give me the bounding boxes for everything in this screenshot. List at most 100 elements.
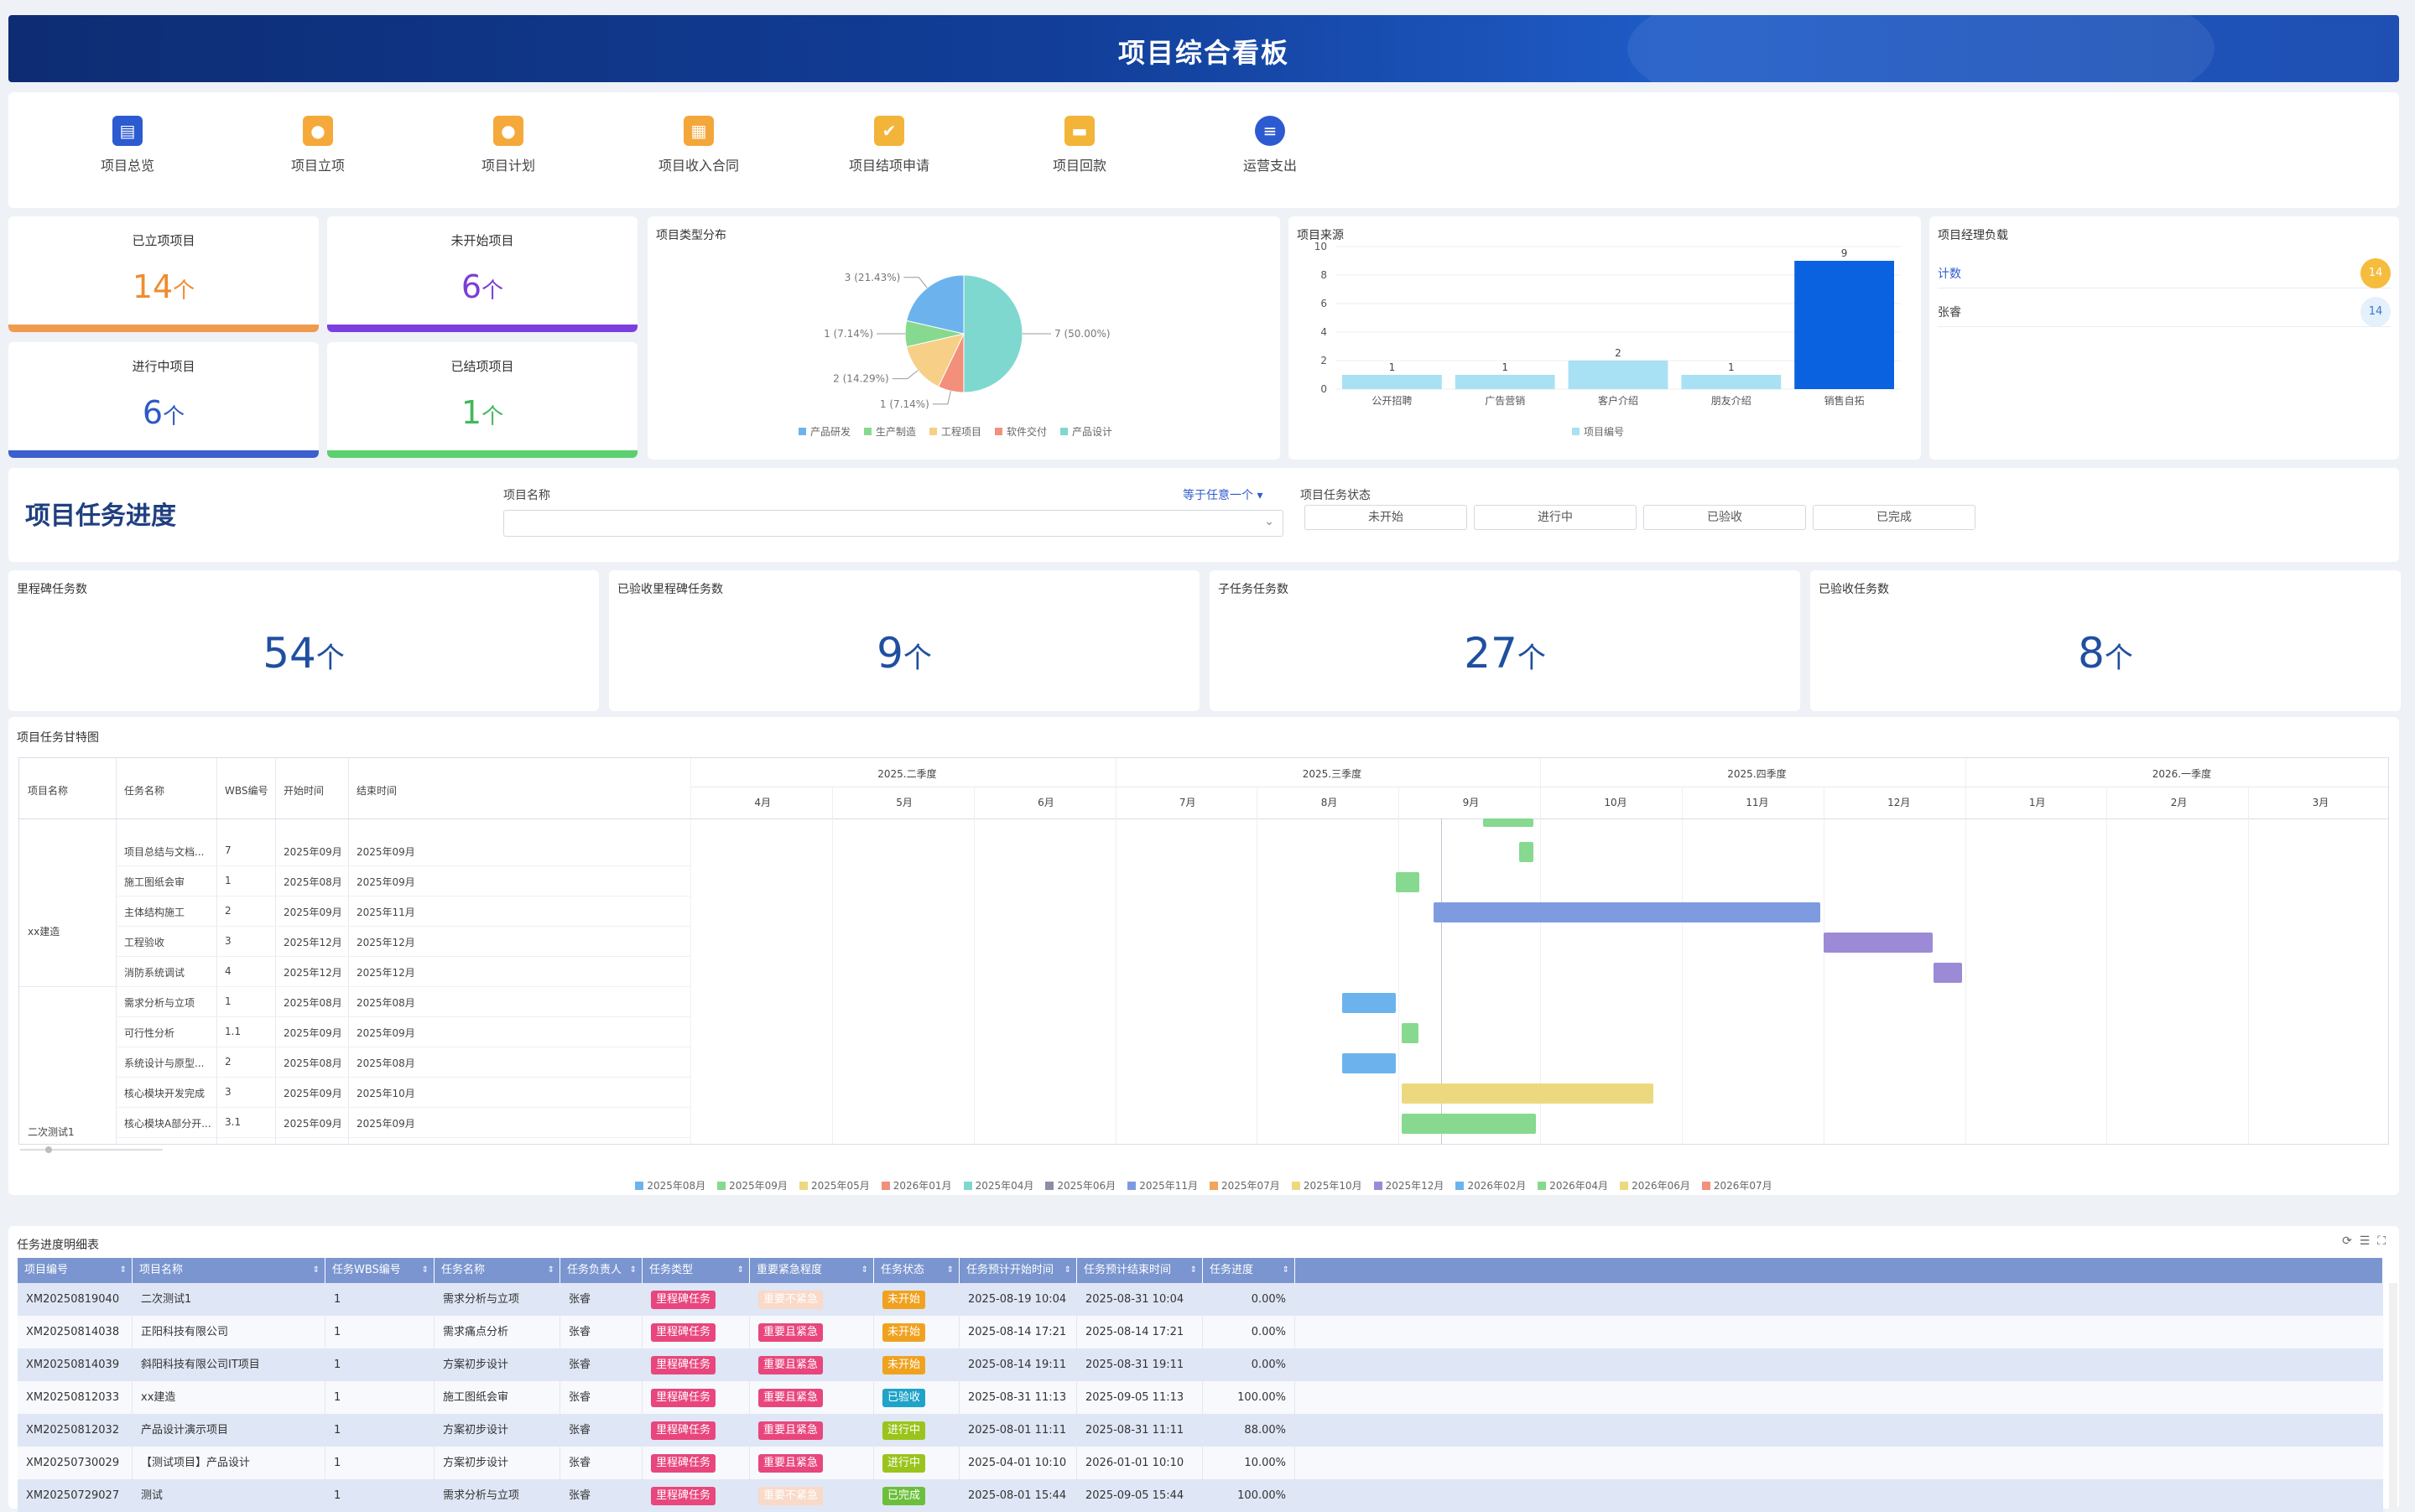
pie-label-line [903,277,928,288]
project-name-select[interactable]: ⌄ [503,510,1283,537]
table-cell: 2025-08-31 11:13 [960,1381,1077,1414]
table-cell: 2025-08-19 10:04 [960,1283,1077,1316]
gantt-bar[interactable] [1401,1083,1654,1104]
gantt-bar[interactable] [1341,993,1396,1013]
manager-row[interactable]: 张睿 14 [1938,294,2391,327]
table-scrollbar[interactable] [2389,1283,2397,1509]
filter-operator-dropdown[interactable]: 等于任意一个 ▾ [1183,486,1262,503]
table-header-cell[interactable]: 任务预计结束时间 ⇕ [1077,1258,1203,1283]
project-type-panel: 项目类型分布 7 (50.00%) 1 (7.14%) 2 (14.29%) 1 (7… [648,216,1280,460]
gantt-bar[interactable] [1434,902,1821,922]
table-cell: 100.00% [1203,1479,1295,1512]
table-cell: 斜阳科技有限公司IT项目 [133,1348,325,1381]
sort-icon[interactable]: ⇕ [736,1265,744,1275]
row-divider [116,1077,690,1078]
status-button[interactable]: 已验收 [1643,505,1806,530]
pie-legend-label: 产品设计 [1072,426,1112,438]
task-type-tag: 里程碑任务 [651,1421,716,1440]
table-row[interactable]: XM20250814038 正阳科技有限公司 1 需求痛点分析 张睿 里程碑任务 重要且紧急… [18,1316,2383,1348]
status-button[interactable]: 未开始 [1304,505,1467,530]
table-header-cell[interactable]: 任务负责人 ⇕ [560,1258,643,1283]
sort-icon[interactable]: ⇕ [119,1265,127,1275]
menu-item-7[interactable]: ≡ 运营支出 [1203,116,1337,174]
refresh-icon[interactable]: ⟳ [2342,1234,2352,1248]
task-type-tag: 里程碑任务 [651,1487,716,1505]
x-tick-label: 销售自拓 [1824,394,1865,407]
status-tag: 未开始 [882,1323,926,1342]
gantt-bar[interactable] [1401,1114,1536,1134]
gantt-zoom-slider[interactable] [20,1146,163,1153]
menu-item-4[interactable]: ▦ 项目收入合同 [632,116,766,174]
x-tick-label: 客户介绍 [1598,394,1638,407]
menu-item-2[interactable]: ● 项目立项 [251,116,385,174]
table-header-cell[interactable]: 重要紧急程度 ⇕ [750,1258,874,1283]
gantt-wbs: 1.1 [225,1026,242,1037]
gantt-bar[interactable] [1518,842,1533,862]
table-row[interactable]: XM20250730029 【测试项目】产品设计 1 方案初步设计 张睿 里程碑任务 重要且… [18,1447,2383,1479]
menu-item-5[interactable]: ✔ 项目结项申请 [822,116,956,174]
sort-icon[interactable]: ⇕ [1189,1265,1197,1275]
table-header-cell[interactable]: 任务类型 ⇕ [643,1258,750,1283]
x-tick-label: 广告营销 [1485,395,1525,407]
gantt-end: 2025年12月 [357,937,415,948]
manager-row[interactable]: 计数 14 [1938,255,2391,288]
table-header-cell[interactable]: 任务进度 ⇕ [1203,1258,1295,1283]
gantt-task-name: 核心模块开发完成 [124,1088,206,1099]
coin-icon: ● [493,116,523,146]
gantt-bar[interactable] [1934,963,1963,983]
table-header-cell[interactable]: 项目编号 ⇕ [18,1258,133,1283]
sort-icon[interactable]: ⇕ [629,1265,637,1275]
gantt-bar[interactable] [1395,872,1420,892]
table-row[interactable]: XM20250819040 二次测试1 1 需求分析与立项 张睿 里程碑任务 重要不紧急 未开… [18,1283,2383,1316]
column-divider [116,758,117,1144]
pie-data-label: 2 (14.29%) [833,373,889,385]
sort-icon[interactable]: ⇕ [312,1265,320,1275]
gantt-group-name: xx建造 [28,926,60,938]
table-header-cell[interactable]: 任务预计开始时间 ⇕ [960,1258,1077,1283]
pie-data-label: 1 (7.14%) [824,328,873,340]
table-cell: 2025-04-01 10:10 [960,1447,1077,1479]
manager-load-panel: 项目经理负载 计数 14 张睿 14 [1929,216,2399,460]
table-cell: 2025-08-01 15:44 [960,1479,1077,1512]
sort-icon[interactable]: ⇕ [421,1265,429,1275]
gantt-task-name: 工程验收 [124,937,165,948]
table-header-cell[interactable]: 项目名称 ⇕ [133,1258,325,1283]
fullscreen-icon[interactable]: ⛶ [2377,1234,2386,1248]
sort-icon[interactable]: ⇕ [946,1265,954,1275]
table-row[interactable]: XM20250729027 测试 1 需求分析与立项 张睿 里程碑任务 重要不紧急 已完成 20… [18,1479,2383,1512]
gantt-quarter-label: 2025.三季度 [1302,768,1362,780]
bar-广告营销 [1455,375,1555,389]
status-button[interactable]: 进行中 [1474,505,1637,530]
table-cell: 里程碑任务 [643,1447,750,1479]
task-detail-panel: 任务进度明细表 ⟳ ☰ ⛶ 项目编号 ⇕ 项目名称 ⇕ 任务WBS编号 ⇕ 任务名称 ⇕ 任务负… [8,1226,2399,1512]
gantt-bar[interactable] [1341,1053,1396,1073]
table-header-cell[interactable]: 任务名称 ⇕ [435,1258,560,1283]
table-toolbar: ⟳ ☰ ⛶ [2342,1234,2386,1248]
menu-item-3[interactable]: ● 项目计划 [441,116,575,174]
sort-icon[interactable]: ⇕ [1064,1265,1071,1275]
table-header-cell[interactable]: 任务WBS编号 ⇕ [325,1258,435,1283]
legend-label: 2025年06月 [1057,1180,1116,1192]
table-cell: 里程碑任务 [643,1381,750,1414]
month-gridline [1965,758,1966,1144]
table-row[interactable]: XM20250812032 产品设计演示项目 1 方案初步设计 张睿 里程碑任务 重要且紧急… [18,1414,2383,1447]
manager-count-badge: 14 [2360,258,2391,288]
gantt-bar[interactable] [1401,1023,1418,1043]
table-row[interactable]: XM20250812033 xx建造 1 施工图纸会审 张睿 里程碑任务 重要且紧急 已验收 2… [18,1381,2383,1414]
menu-item-label: 项目回款 [1052,158,1106,174]
table-header-cell[interactable]: 任务状态 ⇕ [874,1258,960,1283]
sort-icon[interactable]: ⇕ [1282,1265,1289,1275]
slider-handle[interactable] [45,1146,52,1153]
sort-icon[interactable]: ⇕ [861,1265,868,1275]
status-button[interactable]: 已完成 [1813,505,1975,530]
table-row[interactable]: XM20250814039 斜阳科技有限公司IT项目 1 方案初步设计 张睿 里程碑任务 重… [18,1348,2383,1381]
menu-item-6[interactable]: ▬ 项目回款 [1012,116,1147,174]
sort-icon[interactable]: ⇕ [547,1265,554,1275]
menu-item-1[interactable]: ▤ 项目总览 [60,116,195,174]
gantt-column-header: WBS编号 [225,785,268,797]
filter-sort-icon[interactable]: ☰ [2359,1234,2371,1248]
gantt-bar[interactable] [1823,933,1933,953]
task-status-label: 项目任务状态 [1300,489,1371,502]
gantt-legend-item: 2025年04月 [963,1178,1033,1192]
